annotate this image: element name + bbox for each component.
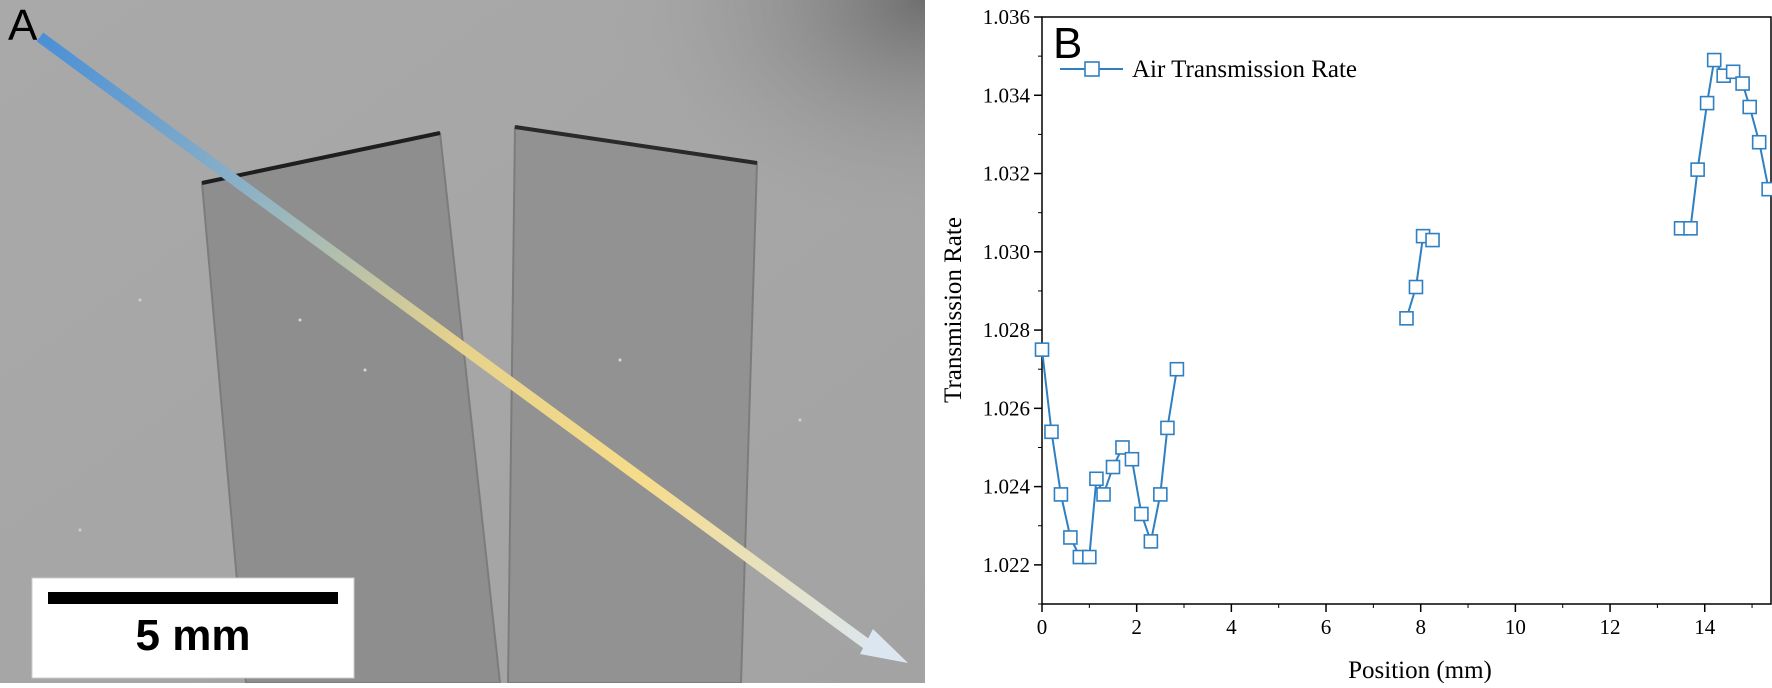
- data-point-marker: [1045, 425, 1058, 438]
- data-point-marker: [1097, 488, 1110, 501]
- panel-a-label: A: [8, 1, 38, 50]
- x-tick-label: 0: [1037, 615, 1048, 639]
- data-point-marker: [1090, 472, 1103, 485]
- data-point-marker: [1701, 97, 1714, 110]
- data-point-marker: [1144, 535, 1157, 548]
- data-point-marker: [1054, 488, 1067, 501]
- y-tick-label: 1.028: [983, 318, 1030, 342]
- x-tick-label: 6: [1321, 615, 1332, 639]
- y-tick-label: 1.022: [983, 553, 1030, 577]
- y-axis-title: Transmission Rate: [940, 217, 967, 403]
- data-point-marker: [1708, 54, 1721, 67]
- y-tick-label: 1.036: [983, 5, 1030, 29]
- data-point-marker: [1125, 453, 1138, 466]
- x-tick-label: 14: [1694, 615, 1716, 639]
- data-point-marker: [1083, 551, 1096, 564]
- legend-marker-swatch: [1085, 62, 1099, 76]
- data-point-marker: [1762, 183, 1772, 196]
- chart-panel: 1.022 1.024 1.026 1.028 1.030 1.032 1.034 1.036…: [925, 0, 1772, 683]
- x-tick-label: 10: [1505, 615, 1526, 639]
- x-axis-title: Position (mm): [1348, 657, 1492, 683]
- y-tick-label: 1.034: [983, 83, 1031, 107]
- microscope-image-panel: A 5 mm: [0, 0, 925, 683]
- x-tick-label: 8: [1415, 615, 1426, 639]
- scale-bar: [48, 592, 338, 604]
- data-point-marker: [1170, 363, 1183, 376]
- data-point-marker: [1135, 507, 1148, 520]
- y-axis: 1.022 1.024 1.026 1.028 1.030 1.032 1.034 1.036: [983, 5, 1042, 604]
- x-axis: 0 2 4 6 8 10 12 14: [1037, 604, 1752, 639]
- y-tick-label: 1.026: [983, 396, 1030, 420]
- data-point-marker: [1161, 421, 1174, 434]
- y-tick-label: 1.030: [983, 240, 1030, 264]
- panel-b-label: B: [1053, 19, 1082, 68]
- scale-bar-box: 5 mm: [32, 578, 354, 678]
- data-point-marker: [1154, 488, 1167, 501]
- y-tick-label: 1.024: [983, 475, 1031, 499]
- data-point-marker: [1743, 101, 1756, 114]
- x-tick-label: 12: [1600, 615, 1621, 639]
- x-tick-label: 4: [1226, 615, 1237, 639]
- scale-bar-label: 5 mm: [136, 611, 251, 660]
- legend-label: Air Transmission Rate: [1132, 56, 1357, 83]
- data-point-marker: [1691, 163, 1704, 176]
- data-point-marker: [1036, 343, 1049, 356]
- data-point-marker: [1426, 234, 1439, 247]
- data-point-marker: [1107, 461, 1120, 474]
- data-point-marker: [1400, 312, 1413, 325]
- y-tick-label: 1.032: [983, 162, 1030, 186]
- data-point-marker: [1684, 222, 1697, 235]
- data-point-marker: [1064, 531, 1077, 544]
- x-tick-label: 2: [1131, 615, 1142, 639]
- data-point-marker: [1736, 77, 1749, 90]
- data-point-marker: [1409, 281, 1422, 294]
- data-point-marker: [1753, 136, 1766, 149]
- plot-area-frame: [1042, 17, 1771, 604]
